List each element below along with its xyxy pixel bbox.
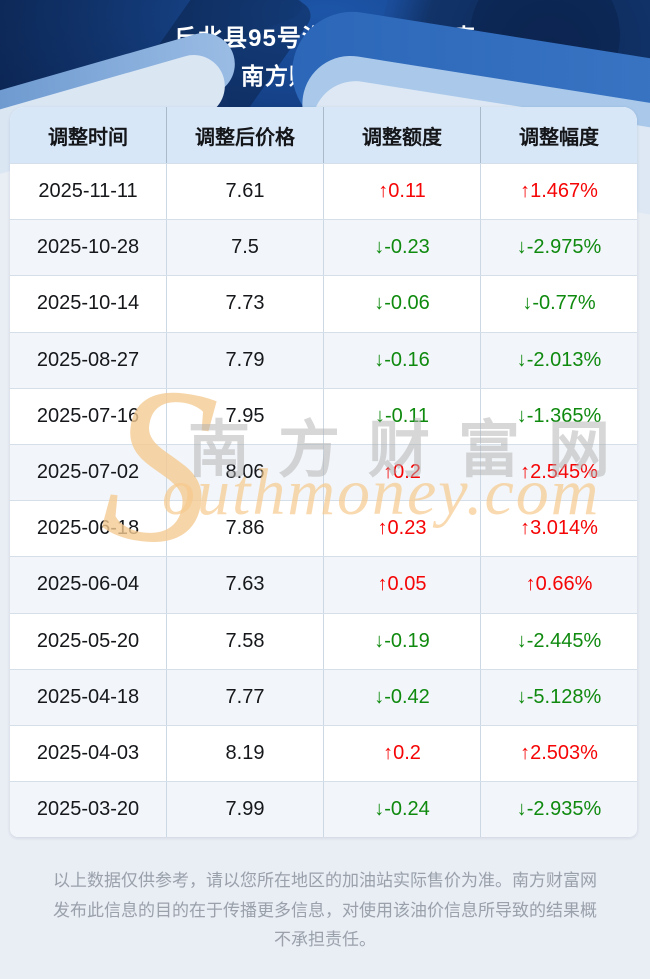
- disclaimer-text: 以上数据仅供参考，请以您所在地区的加油站实际售价为准。南方财富网发布此信息的目的…: [53, 871, 597, 949]
- cell-pct: ↑2.503%: [520, 741, 598, 764]
- table-row: 2025-04-18 7.77 ↓-0.42 ↓-5.128%: [10, 668, 637, 725]
- cell-pct: ↓-0.77%: [522, 292, 596, 315]
- table-row: 2025-06-04 7.63 ↑0.05 ↑0.66%: [10, 556, 637, 613]
- column-header-2: 调整额度: [324, 107, 481, 163]
- cell-price: 7.77: [167, 669, 324, 725]
- cell-date: 2025-04-18: [10, 669, 167, 725]
- cell-date: 2025-04-03: [10, 725, 167, 782]
- cell-change: ↓-0.23: [324, 220, 481, 276]
- table-body: 2025-11-11 7.61 ↑0.11 ↑1.467% 2025-10-28 7.5 ↓…: [10, 163, 637, 838]
- cell-change: ↑0.2: [324, 725, 481, 782]
- cell-date: 2025-06-18: [10, 501, 167, 557]
- cell-pct: ↑0.66%: [525, 573, 593, 596]
- column-header-3: 调整幅度: [519, 126, 599, 149]
- price-history-table: 调整时间 调整后价格 调整额度 调整幅度 2025-11-11 7.61 ↑0.11 ↑1.…: [10, 107, 637, 838]
- table-row: 2025-07-16 7.95 ↓-0.11 ↓-1.365%: [10, 387, 637, 444]
- cell-pct: ↓-2.445%: [516, 629, 602, 652]
- cell-date: 2025-10-28: [10, 220, 167, 276]
- cell-pct: ↑3.014%: [520, 517, 598, 540]
- cell-change: ↑0.2: [324, 444, 481, 501]
- table-row: 2025-07-02 8.06 ↑0.2 ↑2.545%: [10, 443, 637, 501]
- cell-price: 7.58: [167, 613, 324, 669]
- table-row: 2025-06-18 7.86 ↑0.23 ↑3.014%: [10, 500, 637, 557]
- cell-date: 2025-07-16: [10, 388, 167, 444]
- cell-change: ↑0.05: [324, 557, 481, 613]
- cell-change: ↓-0.19: [324, 613, 481, 669]
- cell-pct: ↓-2.975%: [516, 236, 602, 259]
- cell-price: 7.95: [167, 388, 324, 444]
- cell-price: 7.79: [167, 332, 324, 388]
- table-row: 2025-11-11 7.61 ↑0.11 ↑1.467%: [10, 163, 637, 220]
- cell-pct: ↓-1.365%: [516, 404, 602, 427]
- cell-pct: ↓-5.128%: [516, 685, 602, 708]
- table-row: 2025-04-03 8.19 ↑0.2 ↑2.503%: [10, 724, 637, 782]
- column-header-1: 调整后价格: [167, 107, 324, 163]
- cell-change: ↓-0.06: [324, 276, 481, 332]
- cell-change: ↓-0.24: [324, 782, 481, 838]
- cell-date: 2025-08-27: [10, 332, 167, 388]
- cell-price: 7.63: [167, 557, 324, 613]
- cell-price: 7.73: [167, 276, 324, 332]
- table-row: 2025-08-27 7.79 ↓-0.16 ↓-2.013%: [10, 331, 637, 388]
- table-row: 2025-10-14 7.73 ↓-0.06 ↓-0.77%: [10, 275, 637, 332]
- table-row: 2025-03-20 7.99 ↓-0.24 ↓-2.935%: [10, 781, 637, 838]
- cell-change: ↓-0.11: [324, 388, 481, 444]
- table-row: 2025-10-28 7.5 ↓-0.23 ↓-2.975%: [10, 219, 637, 276]
- cell-date: 2025-03-20: [10, 782, 167, 838]
- cell-price: 7.61: [167, 164, 324, 220]
- cell-pct: ↓-2.013%: [516, 348, 602, 371]
- cell-price: 7.99: [167, 782, 324, 838]
- cell-pct: ↑1.467%: [520, 180, 598, 203]
- cell-change: ↓-0.16: [324, 332, 481, 388]
- cell-date: 2025-10-14: [10, 276, 167, 332]
- cell-change: ↓-0.42: [324, 669, 481, 725]
- cell-price: 8.19: [167, 725, 324, 782]
- cell-date: 2025-11-11: [10, 164, 167, 220]
- cell-price: 7.86: [167, 501, 324, 557]
- cell-price: 7.5: [167, 220, 324, 276]
- column-header-0: 调整时间: [10, 107, 167, 163]
- table-header-row: 调整时间 调整后价格 调整额度 调整幅度: [10, 107, 637, 163]
- cell-change: ↑0.11: [324, 164, 481, 220]
- table-row: 2025-05-20 7.58 ↓-0.19 ↓-2.445%: [10, 612, 637, 669]
- cell-date: 2025-05-20: [10, 613, 167, 669]
- cell-price: 8.06: [167, 444, 324, 501]
- cell-date: 2025-07-02: [10, 444, 167, 501]
- cell-pct: ↑2.545%: [520, 461, 598, 484]
- cell-pct: ↓-2.935%: [516, 798, 602, 821]
- cell-change: ↑0.23: [324, 501, 481, 557]
- cell-date: 2025-06-04: [10, 557, 167, 613]
